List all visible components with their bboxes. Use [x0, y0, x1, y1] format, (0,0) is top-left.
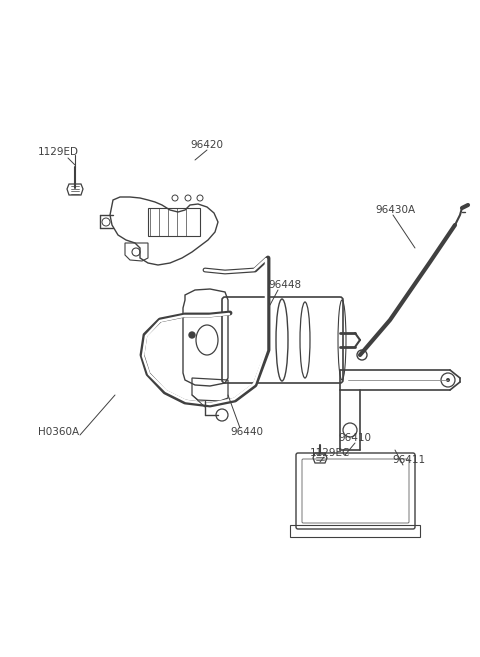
- Text: 96411: 96411: [392, 455, 425, 465]
- Circle shape: [446, 378, 450, 382]
- Text: 96430A: 96430A: [375, 205, 415, 215]
- Text: 1129EC: 1129EC: [310, 448, 350, 458]
- Text: 1129ED: 1129ED: [38, 147, 79, 157]
- Text: H0360A: H0360A: [38, 427, 79, 437]
- Text: 96440: 96440: [230, 427, 263, 437]
- Text: 96410: 96410: [338, 433, 371, 443]
- Text: 96448: 96448: [268, 280, 301, 290]
- Bar: [148, 208, 200, 236]
- Circle shape: [189, 332, 195, 338]
- Text: 96420: 96420: [190, 140, 223, 150]
- Bar: [290, 525, 420, 537]
